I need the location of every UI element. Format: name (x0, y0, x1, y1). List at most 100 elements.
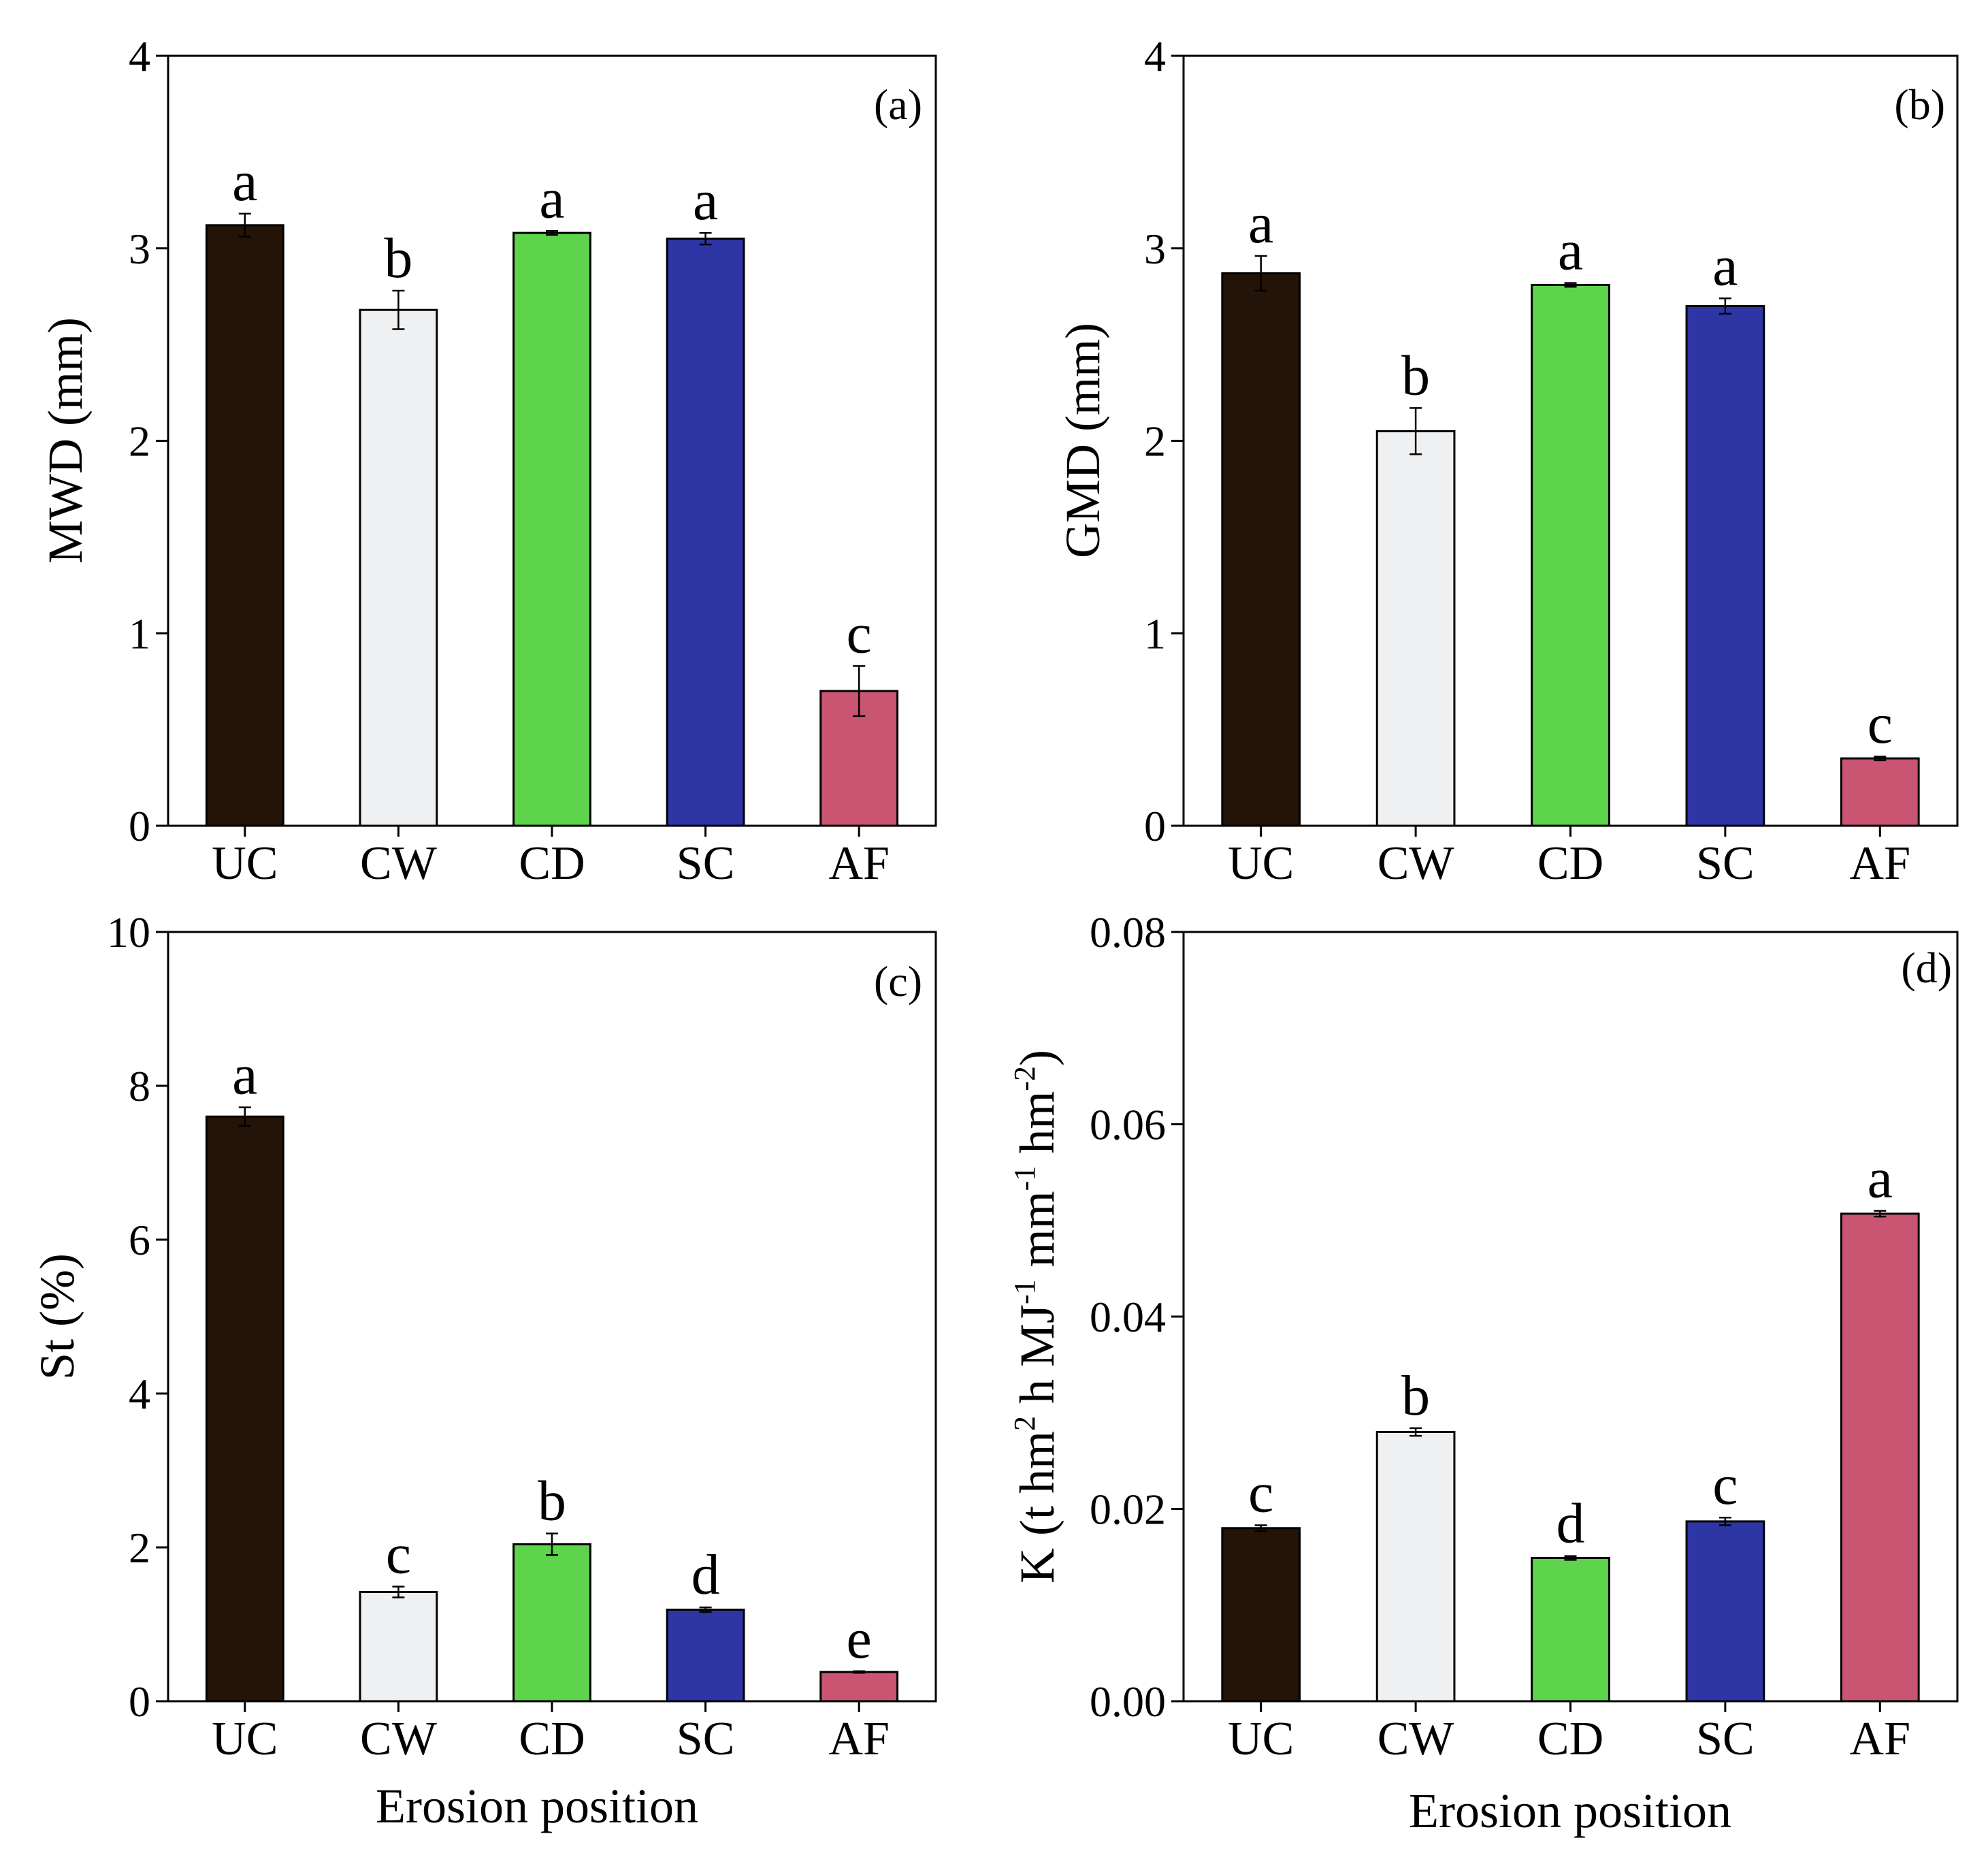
y-tick-label: 0.02 (1090, 1485, 1166, 1534)
category-label: SC (1696, 1713, 1755, 1765)
significance-letter: a (1712, 234, 1738, 297)
category-label: CD (1537, 837, 1603, 890)
y-tick-label: 1 (1144, 609, 1166, 658)
significance-letter: a (1248, 192, 1273, 255)
category-label: UC (212, 837, 278, 890)
ylabel-part: K (t hm (1010, 1431, 1064, 1583)
bar-cd (512, 231, 591, 827)
y-tick-label: 0.08 (1090, 908, 1166, 956)
bar-uc (205, 224, 284, 827)
bar-af (819, 1671, 899, 1703)
y-tick-label: 0 (129, 1677, 150, 1726)
ylabel-sup: 2 (1008, 1416, 1041, 1431)
bar-af (1840, 1212, 1920, 1703)
y-tick-label: 8 (129, 1062, 150, 1110)
panel-c: 0 2 4 6 8 10 a UC c CW b CD d SC e AF (c) St (%) Erosi… (30, 908, 937, 1833)
ylabel-sup: -2 (1008, 1066, 1041, 1091)
y-tick-label: 2 (129, 417, 150, 466)
y-axis-title: K (t hm2 h MJ-1 mm-1 hm-2) (1008, 1050, 1064, 1583)
y-axis-title: MWD (mm) (38, 317, 93, 564)
bar-uc (1221, 1527, 1301, 1703)
category-label: AF (1850, 837, 1910, 890)
y-tick-label: 4 (1144, 32, 1166, 80)
y-tick-label: 6 (129, 1216, 150, 1264)
significance-letter: b (538, 1470, 566, 1533)
bar-uc (1221, 272, 1301, 827)
ylabel-sup: -1 (1008, 1166, 1041, 1191)
bars: c UC b CW d CD c SC a AF (1221, 1147, 1920, 1765)
significance-letter: b (1401, 1364, 1430, 1428)
y-tick-label: 0.06 (1090, 1101, 1166, 1149)
panel-label: (b) (1894, 80, 1945, 129)
panel-d: 0.00 0.02 0.04 0.06 0.08 c UC b CW d CD c SC a AF (d)… (1008, 908, 1959, 1838)
bar-sc (1685, 305, 1765, 827)
y-tick-label: 0 (129, 802, 150, 850)
significance-letter: b (384, 227, 412, 290)
panel-label: (c) (874, 957, 922, 1005)
y-tick-label: 10 (107, 908, 150, 956)
significance-letter: a (1868, 1147, 1893, 1210)
significance-letter: c (847, 602, 872, 665)
x-axis-title: Erosion position (1409, 1784, 1731, 1838)
significance-letter: a (232, 1044, 257, 1107)
y-axis-ticks: 0 1 2 3 4 (1144, 32, 1184, 850)
bar-cw (359, 308, 438, 827)
y-tick-label: 3 (129, 225, 150, 273)
panel-label: (a) (874, 80, 922, 129)
ylabel-part: hm (1010, 1091, 1064, 1166)
ylabel-sup: -1 (1008, 1279, 1041, 1304)
y-tick-label: 4 (129, 32, 150, 80)
category-label: CD (1537, 1713, 1603, 1765)
category-label: UC (212, 1713, 278, 1765)
category-label: CW (1378, 837, 1454, 890)
y-tick-label: 0.04 (1090, 1293, 1166, 1341)
category-label: SC (677, 837, 735, 890)
y-tick-label: 0.00 (1090, 1677, 1166, 1726)
significance-letter: d (1557, 1492, 1585, 1556)
bar-cd (1531, 1557, 1610, 1703)
significance-letter: e (847, 1607, 872, 1671)
bar-cw (1375, 1431, 1456, 1703)
y-tick-label: 0 (1144, 802, 1166, 850)
panel-label: (d) (1901, 944, 1952, 992)
significance-letter: c (386, 1523, 411, 1586)
x-axis-title: Erosion position (376, 1779, 698, 1833)
category-label: AF (828, 837, 889, 890)
y-axis-ticks: 0.00 0.02 0.04 0.06 0.08 (1090, 908, 1184, 1726)
ylabel-part: h MJ (1010, 1304, 1064, 1416)
significance-letter: c (1868, 692, 1893, 756)
category-label: CW (360, 837, 437, 890)
category-label: AF (1850, 1713, 1910, 1765)
significance-letter: c (1248, 1462, 1273, 1525)
bar-sc (666, 238, 745, 827)
bars: a UC b CW a CD a SC c AF (205, 150, 899, 890)
significance-letter: a (232, 150, 257, 213)
category-label: SC (1696, 837, 1755, 890)
bar-sc (666, 1609, 745, 1703)
y-tick-label: 1 (129, 609, 150, 658)
bar-sc (1685, 1520, 1765, 1703)
bars: a UC b CW a CD a SC c AF (1221, 192, 1920, 890)
y-axis-ticks: 0 1 2 3 4 (129, 32, 168, 850)
significance-letter: a (693, 169, 718, 232)
panel-b: 0 1 2 3 4 a UC b CW a CD a SC c AF (b) GMD (mm) (1056, 32, 1959, 890)
bar-af (1840, 757, 1920, 827)
bars: a UC c CW b CD d SC e AF (205, 1044, 899, 1765)
significance-letter: a (1558, 219, 1583, 283)
bar-cw (359, 1591, 438, 1703)
y-tick-label: 3 (1144, 225, 1166, 273)
category-label: UC (1228, 837, 1294, 890)
y-axis-title: GMD (mm) (1056, 323, 1110, 558)
category-label: UC (1228, 1713, 1294, 1765)
category-label: CD (519, 1713, 585, 1765)
bar-cd (512, 1543, 591, 1703)
y-tick-label: 4 (129, 1370, 150, 1418)
ylabel-part: mm (1010, 1191, 1064, 1279)
panel-a: 0 1 2 3 4 a UC b CW a CD a SC c AF (a) MWD (mm) (38, 32, 937, 890)
bar-cd (1531, 283, 1610, 827)
significance-letter: b (1401, 344, 1430, 407)
y-axis-title: St (%) (30, 1253, 84, 1380)
significance-letter: a (539, 167, 564, 230)
bar-cw (1375, 430, 1456, 827)
